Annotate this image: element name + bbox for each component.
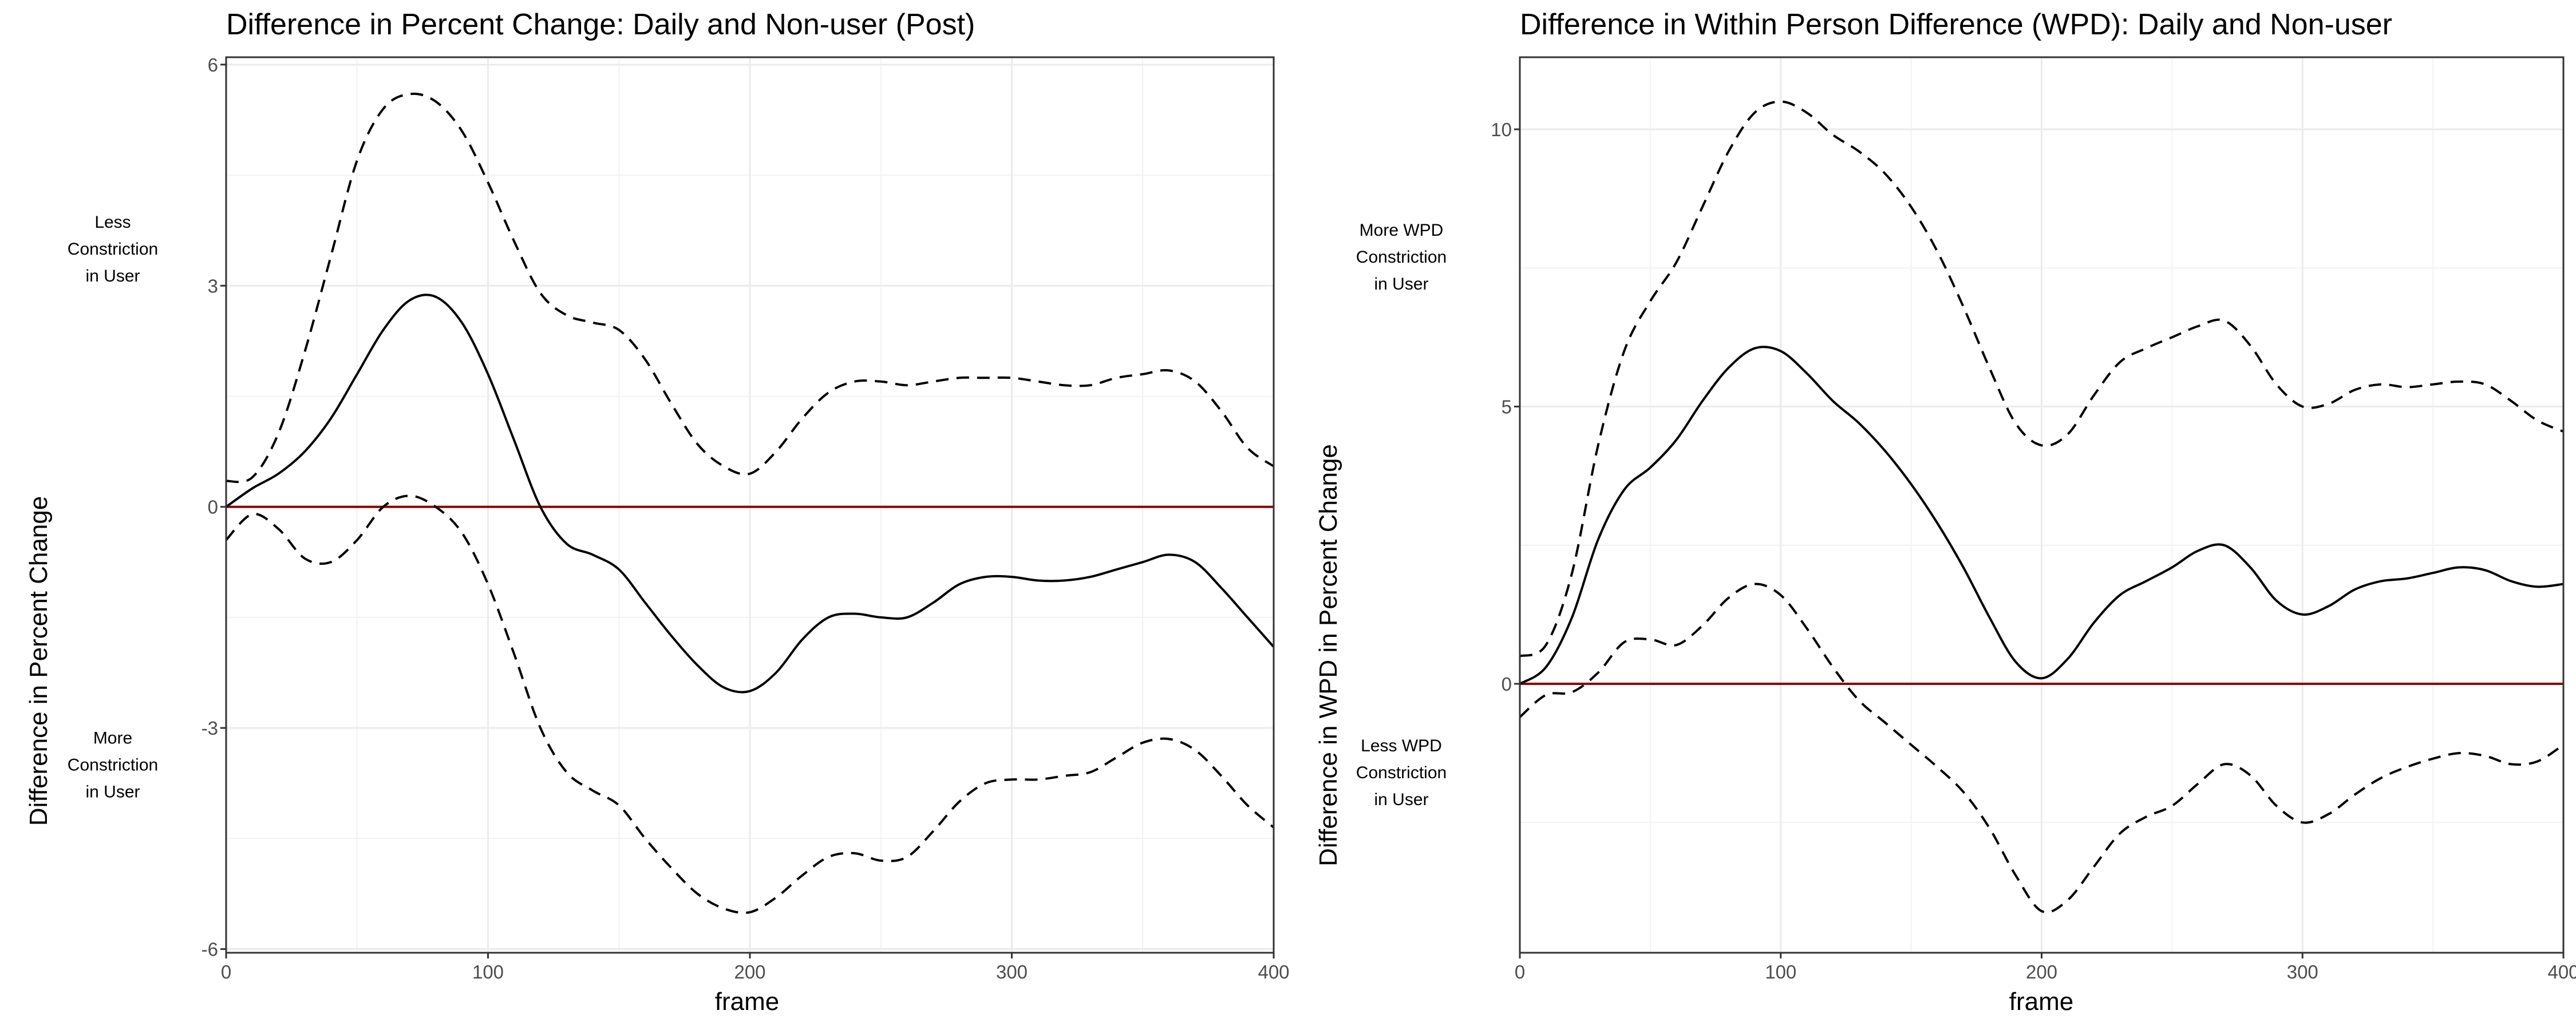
annotation-text: More bbox=[93, 729, 132, 748]
y-tick-label: -6 bbox=[202, 939, 218, 960]
left-chart-title: Difference in Percent Change: Daily and … bbox=[226, 8, 975, 41]
y-tick-label: 6 bbox=[208, 54, 218, 76]
annotation-text: in User bbox=[85, 267, 140, 286]
annotation-text: Constriction bbox=[1356, 763, 1447, 782]
annotation-text: in User bbox=[1374, 790, 1428, 809]
x-tick-label: 400 bbox=[1258, 961, 1289, 983]
confidence-band-line bbox=[226, 92, 1275, 484]
x-tick-label: 200 bbox=[2026, 961, 2057, 983]
y-tick-label: 0 bbox=[1502, 674, 1512, 695]
annotation-text: More WPD bbox=[1360, 221, 1444, 240]
x-tick-label: 300 bbox=[996, 961, 1028, 983]
annotation-text: Constriction bbox=[1356, 248, 1447, 267]
annotation-text: in User bbox=[85, 783, 140, 802]
right-chart-title: Difference in Within Person Difference (… bbox=[1520, 8, 2392, 41]
x-tick-label: 400 bbox=[2547, 961, 2576, 983]
confidence-band-line bbox=[1519, 100, 2564, 657]
x-tick-label: 0 bbox=[1515, 961, 1525, 983]
annotation-text: Less bbox=[94, 213, 131, 232]
confidence-band-line bbox=[1519, 583, 2565, 914]
right-panel: Difference in Within Person Difference (… bbox=[1314, 8, 2576, 1016]
right-plot-area: 0 100 200 300 400 10 5 0 More WPD Constriction in … bbox=[1356, 56, 2576, 983]
estimate-line bbox=[1519, 346, 2564, 685]
x-tick-label: 0 bbox=[221, 961, 231, 983]
confidence-band-line bbox=[225, 494, 1275, 914]
annotation-text: Constriction bbox=[68, 240, 158, 259]
annotation-text: Less WPD bbox=[1361, 736, 1442, 755]
estimate-line bbox=[225, 294, 1275, 694]
y-tick-label: 3 bbox=[208, 275, 218, 296]
left-x-axis-label: frame bbox=[715, 988, 779, 1016]
annotation-text: in User bbox=[1374, 275, 1428, 294]
annotation-text: Constriction bbox=[68, 756, 158, 775]
x-tick-label: 300 bbox=[2287, 961, 2318, 983]
x-tick-label: 200 bbox=[734, 961, 765, 983]
x-tick-label: 100 bbox=[472, 961, 504, 983]
y-tick-label: 10 bbox=[1491, 119, 1512, 140]
y-tick-label: 5 bbox=[1502, 396, 1512, 417]
right-x-axis-label: frame bbox=[2009, 988, 2073, 1016]
left-panel: Difference in Percent Change: Daily and … bbox=[25, 8, 1290, 1016]
right-y-axis-label: Difference in WPD in Percent Change bbox=[1314, 444, 1342, 866]
x-tick-label: 100 bbox=[1765, 961, 1796, 983]
y-tick-label: 0 bbox=[208, 497, 218, 518]
left-plot-area: 0 100 200 300 400 6 3 0 -3 -6 Less Constriction in U… bbox=[68, 54, 1290, 983]
y-tick-label: -3 bbox=[202, 718, 218, 739]
left-y-axis-label: Difference in Percent Change bbox=[25, 496, 53, 826]
